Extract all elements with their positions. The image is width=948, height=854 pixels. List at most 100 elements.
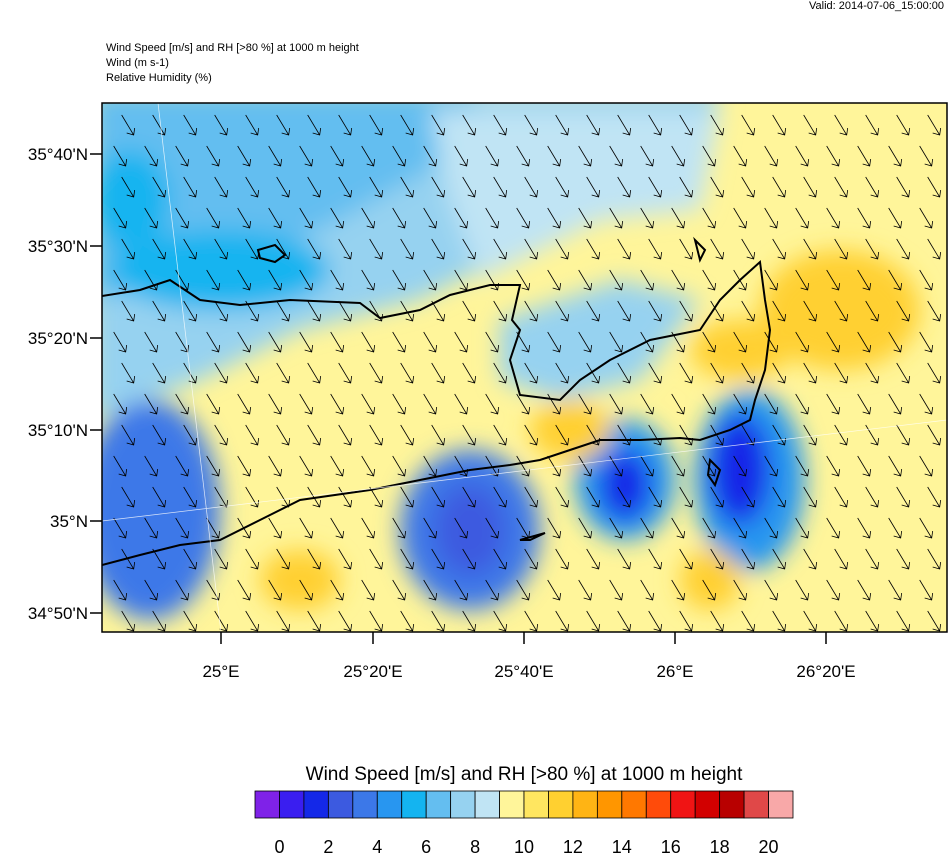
wind-arrow bbox=[772, 424, 787, 446]
wind-arrow bbox=[214, 362, 229, 384]
wind-arrow bbox=[361, 331, 376, 353]
wind-arrow bbox=[431, 548, 446, 570]
wind-arrow bbox=[485, 393, 500, 415]
wind-arrow bbox=[307, 114, 322, 136]
wind-arrow bbox=[795, 393, 810, 415]
wind-arrow bbox=[152, 176, 167, 198]
wind-arrow bbox=[268, 269, 283, 291]
wind-arrow bbox=[617, 238, 632, 260]
wind-arrow bbox=[555, 114, 570, 136]
wind-arrow bbox=[547, 207, 562, 229]
wind-arrow bbox=[609, 393, 624, 415]
wind-arrow bbox=[896, 176, 911, 198]
wind-arrow bbox=[493, 610, 508, 632]
wind-arrow bbox=[764, 517, 779, 539]
wind-arrow bbox=[237, 393, 252, 415]
wind-arrow bbox=[237, 207, 252, 229]
wind-arrow bbox=[741, 610, 756, 632]
wind-arrow bbox=[268, 145, 283, 167]
colorbar-box bbox=[279, 790, 305, 819]
wind-arrow bbox=[524, 548, 539, 570]
wind-arrow bbox=[888, 579, 903, 601]
lon-label: 25°40'E bbox=[494, 662, 553, 681]
wind-arrow bbox=[578, 269, 593, 291]
lat-label: 35°20'N bbox=[28, 329, 88, 348]
wind-arrow bbox=[896, 300, 911, 322]
wind-arrow bbox=[919, 331, 934, 353]
wind-arrow bbox=[307, 300, 322, 322]
wind-arrow bbox=[733, 393, 748, 415]
wind-arrow bbox=[547, 145, 562, 167]
wind-arrow bbox=[144, 579, 159, 601]
wind-arrow bbox=[772, 238, 787, 260]
wind-arrow bbox=[555, 362, 570, 384]
wind-arrow bbox=[237, 331, 252, 353]
wind-arrow bbox=[516, 269, 531, 291]
wind-arrow bbox=[493, 548, 508, 570]
wind-arrow bbox=[485, 331, 500, 353]
wind-arrow bbox=[361, 393, 376, 415]
field-shading bbox=[102, 103, 920, 620]
wind-arrow bbox=[485, 579, 500, 601]
wind-arrow bbox=[276, 300, 291, 322]
wind-arrow bbox=[648, 548, 663, 570]
wind-arrow bbox=[113, 331, 128, 353]
wind-arrow bbox=[888, 269, 903, 291]
wind-arrow bbox=[896, 610, 911, 632]
wind-arrow bbox=[741, 238, 756, 260]
wind-arrow bbox=[121, 424, 136, 446]
wind-arrow bbox=[927, 176, 942, 198]
field-area bbox=[680, 550, 740, 610]
wind-arrow bbox=[896, 114, 911, 136]
wind-arrow bbox=[927, 362, 942, 384]
wind-arrow bbox=[276, 610, 291, 632]
wind-arrow bbox=[547, 517, 562, 539]
wind-arrow bbox=[268, 517, 283, 539]
field-area bbox=[102, 150, 170, 250]
wind-arrow bbox=[524, 486, 539, 508]
wind-arrow bbox=[865, 548, 880, 570]
colorbar-box bbox=[327, 790, 354, 819]
wind-arrow bbox=[586, 300, 601, 322]
lat-label: 35°30'N bbox=[28, 237, 88, 256]
colorbar-box bbox=[401, 790, 427, 819]
wind-arrow bbox=[214, 300, 229, 322]
wind-arrow bbox=[826, 517, 841, 539]
wind-arrow bbox=[462, 548, 477, 570]
wind-arrow bbox=[361, 579, 376, 601]
wind-arrow bbox=[423, 579, 438, 601]
wind-arrow bbox=[330, 579, 345, 601]
wind-arrow bbox=[152, 300, 167, 322]
wind-arrow bbox=[919, 393, 934, 415]
header-line: Relative Humidity (%) bbox=[106, 72, 212, 84]
wind-arrow bbox=[857, 331, 872, 353]
wind-arrow bbox=[175, 393, 190, 415]
wind-arrow bbox=[400, 300, 415, 322]
wind-arrow bbox=[369, 548, 384, 570]
lat-label: 34°50'N bbox=[28, 604, 88, 623]
wind-arrow bbox=[710, 114, 725, 136]
wind-arrow bbox=[516, 145, 531, 167]
wind-arrow bbox=[307, 610, 322, 632]
wind-arrow bbox=[214, 176, 229, 198]
colorbar-box bbox=[376, 790, 403, 819]
wind-arrow bbox=[516, 579, 531, 601]
wind-arrow bbox=[493, 300, 508, 322]
wind-arrow bbox=[493, 362, 508, 384]
wind-arrow bbox=[834, 238, 849, 260]
map-axis-labels: 35°40'N 35°30'N 35°20'N 35°10'N 35°N 34°50'N 2… bbox=[28, 145, 856, 681]
wind-arrow bbox=[183, 548, 198, 570]
wind-arrow bbox=[648, 176, 663, 198]
wind-arrow bbox=[175, 207, 190, 229]
wind-arrow bbox=[586, 114, 601, 136]
wind-arrow bbox=[679, 114, 694, 136]
wind-arrow bbox=[803, 362, 818, 384]
wind-arrow bbox=[152, 114, 167, 136]
wind-arrow bbox=[578, 331, 593, 353]
wind-arrow bbox=[400, 176, 415, 198]
wind-arrow bbox=[369, 238, 384, 260]
wind-arrow bbox=[338, 362, 353, 384]
wind-arrow bbox=[206, 145, 221, 167]
wind-arrow bbox=[307, 362, 322, 384]
wind-arrow bbox=[617, 486, 632, 508]
